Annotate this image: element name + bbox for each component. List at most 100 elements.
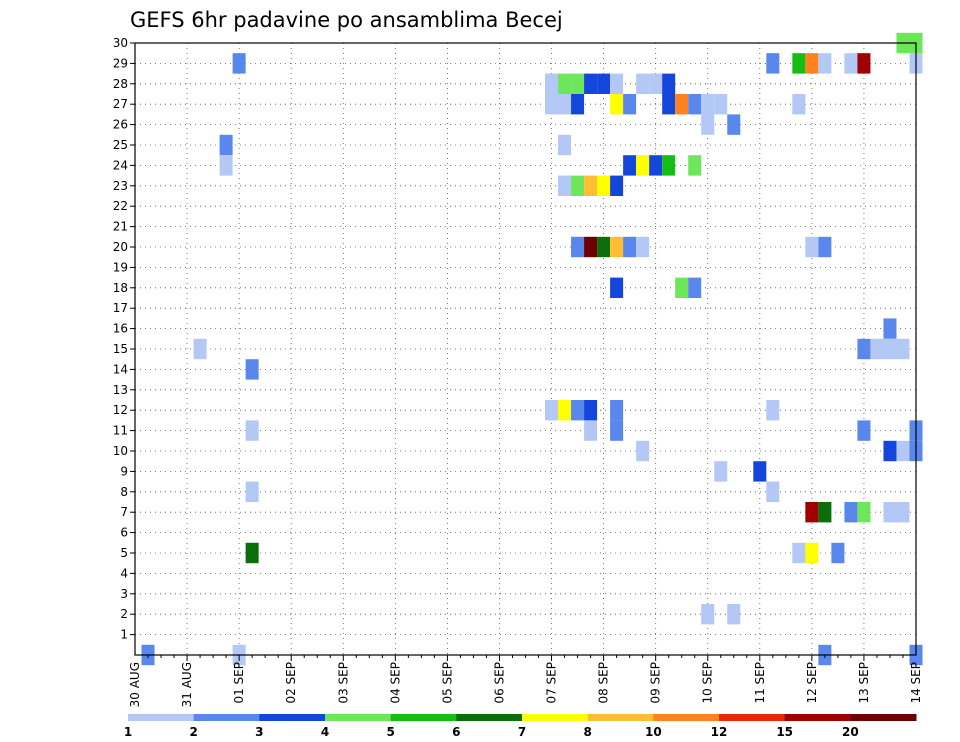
heatmap-cell: [623, 236, 637, 258]
legend-swatch: [193, 714, 260, 721]
heatmap-cell: [597, 73, 611, 94]
x-tick-label: 05 SEP: [440, 662, 454, 704]
legend-label: 6: [452, 725, 460, 739]
y-tick-label: 19: [113, 260, 128, 274]
heatmap-cell: [753, 461, 767, 482]
legend-swatch: [587, 714, 654, 721]
legend-label: 8: [583, 725, 591, 739]
y-tick-label: 7: [120, 505, 128, 519]
heatmap-cell: [857, 53, 871, 74]
heatmap-cell: [896, 440, 910, 462]
heatmap-cell: [558, 94, 572, 115]
y-tick-label: 2: [120, 607, 128, 621]
heatmap-cell: [805, 502, 819, 523]
heatmap-cell: [831, 542, 845, 564]
y-tick-label: 11: [113, 424, 128, 438]
x-tick-label: 02 SEP: [284, 662, 298, 704]
heatmap-cell: [649, 155, 663, 176]
heatmap-cell: [558, 73, 572, 94]
heatmap-cell: [766, 53, 780, 74]
y-tick-label: 27: [113, 97, 128, 111]
heatmap-cell: [219, 134, 233, 156]
heatmap-cell: [636, 440, 650, 462]
x-tick-label: 01 SEP: [232, 662, 246, 704]
x-tick-label: 07 SEP: [545, 662, 559, 704]
heatmap-cell: [545, 400, 559, 421]
legend-label: 5: [386, 725, 394, 739]
y-tick-label: 14: [113, 362, 128, 376]
heatmap-cell: [597, 175, 611, 196]
heatmap-cell: [571, 175, 585, 196]
heatmap-cell: [883, 318, 897, 339]
legend-swatch: [653, 714, 720, 721]
legend-swatch: [325, 714, 392, 721]
heatmap-cell: [688, 155, 702, 176]
heatmap-cell: [245, 420, 259, 441]
heatmap-cell: [857, 338, 871, 360]
heatmap-cell: [701, 94, 715, 115]
color-legend: 1 2 3 4 5 6 7 8 10 12 15 20: [124, 714, 917, 739]
y-tick-label: 9: [120, 464, 128, 478]
y-tick-label: 24: [113, 158, 128, 172]
heatmap-cell: [818, 502, 832, 523]
y-axis-ticks: 1234567891011121314151617181920212223242…: [113, 36, 135, 642]
heatmap-cell: [688, 277, 702, 298]
heatmap-cell: [662, 94, 676, 115]
heatmap-cell: [883, 440, 897, 462]
heatmap-cell: [714, 461, 728, 482]
y-tick-label: 13: [113, 383, 128, 397]
heatmap-cell: [792, 94, 806, 115]
heatmap-cell: [610, 175, 624, 196]
heatmap-cell: [896, 502, 910, 523]
y-tick-label: 10: [113, 444, 128, 458]
y-tick-label: 18: [113, 281, 128, 295]
x-tick-label: 11 SEP: [753, 662, 767, 704]
y-tick-label: 23: [113, 179, 128, 193]
legend-swatch: [522, 714, 589, 721]
legend-swatch: [390, 714, 457, 721]
heatmap-cell: [662, 155, 676, 176]
heatmap-cell: [558, 134, 572, 156]
y-tick-label: 5: [120, 546, 128, 560]
x-tick-label: 30 AUG: [128, 662, 142, 707]
heatmap-cell: [623, 155, 637, 176]
x-tick-label: 09 SEP: [649, 662, 663, 704]
x-tick-label: 10 SEP: [701, 662, 715, 704]
heatmap-cell: [818, 236, 832, 258]
y-tick-label: 17: [113, 301, 128, 315]
y-tick-label: 1: [120, 628, 128, 642]
heatmap-cell: [844, 53, 858, 74]
y-tick-label: 20: [113, 240, 128, 254]
heatmap-cell: [610, 73, 624, 94]
heatmap-cell: [584, 175, 598, 196]
heatmap-cell: [610, 420, 624, 441]
data-cells: [141, 32, 923, 666]
heatmap-cell: [792, 542, 806, 564]
x-tick-label: 14 SEP: [909, 662, 923, 704]
heatmap-cell: [571, 400, 585, 421]
heatmap-cell: [545, 94, 559, 115]
heatmap-cell: [219, 155, 233, 176]
legend-label: 20: [842, 725, 859, 739]
legend-label: 4: [321, 725, 329, 739]
y-tick-label: 21: [113, 220, 128, 234]
heatmap-cell: [623, 94, 637, 115]
legend-swatch: [456, 714, 523, 721]
heatmap-cell: [766, 481, 780, 502]
x-tick-label: 03 SEP: [336, 662, 350, 704]
y-tick-label: 25: [113, 138, 128, 152]
heatmap-cell: [662, 73, 676, 94]
heatmap-cell: [857, 420, 871, 441]
legend-swatch: [784, 714, 851, 721]
legend-label: 7: [518, 725, 526, 739]
heatmap-cell: [805, 542, 819, 564]
heatmap-cell: [610, 277, 624, 298]
heatmap-cell: [675, 277, 689, 298]
y-tick-label: 4: [120, 566, 128, 580]
heatmap-cell: [610, 400, 624, 421]
y-tick-label: 28: [113, 77, 128, 91]
legend-swatch: [128, 714, 195, 721]
heatmap-cell: [193, 338, 207, 360]
heatmap-cell: [870, 338, 884, 360]
